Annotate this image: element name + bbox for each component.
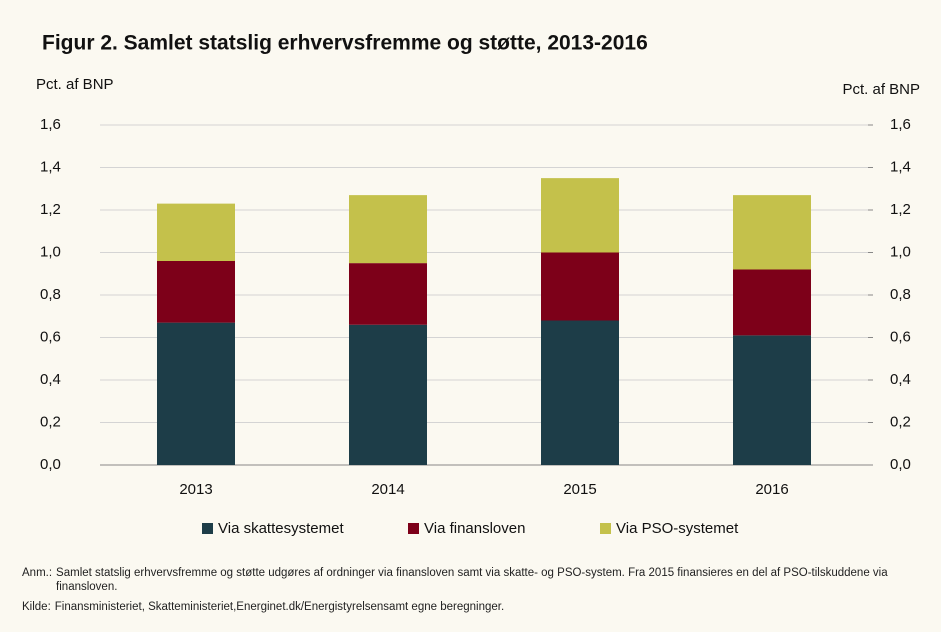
bar-segment	[157, 261, 235, 323]
source-row: Kilde: Finansministeriet, Skatteministeri…	[22, 600, 927, 614]
chart-title: Figur 2. Samlet statslig erhvervsfremme …	[42, 32, 648, 55]
y2-tick-label: 1,6	[890, 116, 911, 133]
y2-axis-label: Pct. af BNP	[842, 81, 920, 98]
x-tick-label: 2013	[179, 481, 212, 498]
x-tick-label: 2016	[755, 481, 788, 498]
bar-segment	[541, 320, 619, 465]
note: Samlet statslig erhvervsfremme og støtte…	[56, 567, 888, 593]
y2-tick-label: 0,0	[890, 456, 911, 473]
legend-label: Via finansloven	[424, 520, 525, 537]
y2-tick-label: 1,2	[890, 201, 911, 218]
bar-segment	[541, 252, 619, 321]
y2-tick-label: 0,8	[890, 286, 911, 303]
y-tick-label: 1,4	[40, 158, 61, 175]
chart: Figur 2. Samlet statslig erhvervsfremme …	[36, 32, 920, 537]
source-label: Kilde:	[22, 601, 51, 613]
notes: Anm.: Samlet statslig erhvervsfremme og s…	[22, 566, 927, 620]
note-label: Anm.:	[22, 567, 53, 579]
bar-segment	[733, 335, 811, 465]
y-axis-label: Pct. af BNP	[36, 76, 114, 93]
x-tick-label: 2014	[371, 481, 404, 498]
legend-swatch	[202, 523, 213, 534]
y-tick-label: 1,2	[40, 201, 61, 218]
note-row: Anm.: Samlet statslig erhvervsfremme og s…	[22, 566, 927, 594]
y-tick-label: 0,8	[40, 286, 61, 303]
y2-tick-label: 0,4	[890, 371, 911, 388]
bar-segment	[541, 178, 619, 253]
y2-tick-label: 0,2	[890, 413, 911, 430]
bar-segment	[733, 269, 811, 336]
y-tick-label: 0,2	[40, 413, 61, 430]
bar-segment	[349, 263, 427, 325]
legend-label: Via skattesystemet	[218, 520, 344, 537]
x-tick-label: 2015	[563, 481, 596, 498]
y-tick-label: 0,4	[40, 371, 61, 388]
y-tick-label: 0,6	[40, 328, 61, 345]
legend-swatch	[600, 523, 611, 534]
bar-segment	[349, 195, 427, 264]
source: Finansministeriet, Skatteministeriet,Ene…	[54, 601, 505, 613]
y-tick-label: 0,0	[40, 456, 61, 473]
y2-tick-label: 0,6	[890, 328, 911, 345]
bar-segment	[157, 322, 235, 465]
legend-swatch	[408, 523, 419, 534]
y-tick-label: 1,6	[40, 116, 61, 133]
bar-segment	[733, 195, 811, 270]
bar-segment	[349, 324, 427, 465]
legend-label: Via PSO-systemet	[616, 520, 739, 537]
y2-tick-label: 1,4	[890, 158, 911, 175]
bar-segment	[157, 203, 235, 261]
y-tick-label: 1,0	[40, 243, 61, 260]
y2-tick-label: 1,0	[890, 243, 911, 260]
